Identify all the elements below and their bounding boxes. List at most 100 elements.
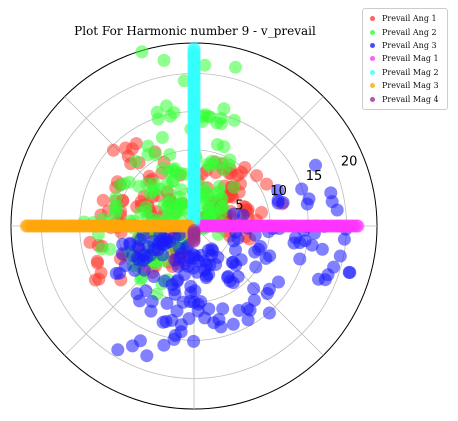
- prevail-ang-2-point: [223, 153, 237, 167]
- prevail-ang-2-point: [163, 188, 177, 201]
- prevail-mag-1-point: [309, 219, 323, 233]
- prevail-ang-3-point: [188, 284, 202, 298]
- prevail-ang-2-point: [157, 53, 171, 67]
- prevail-mag-3-point: [19, 219, 33, 233]
- prevail-ang-3-point: [309, 158, 322, 172]
- prevail-ang-3-point: [287, 236, 301, 250]
- prevail-ang-3-point: [272, 275, 285, 289]
- prevail-ang-3-point: [343, 266, 357, 279]
- prevail-ang-3-point: [133, 334, 147, 348]
- prevail-mag-1-point: [351, 219, 365, 233]
- legend-label: Prevail Mag 4: [382, 94, 439, 104]
- prevail-ang-3-point: [262, 306, 276, 320]
- prevail-ang-3-point: [147, 270, 161, 283]
- prevail-ang-3-point: [247, 282, 261, 296]
- prevail-ang-1-point: [83, 235, 97, 249]
- prevail-ang-3-point: [131, 240, 145, 254]
- prevail-ang-2-point: [160, 202, 174, 215]
- prevail-ang-3-point: [327, 260, 341, 274]
- prevail-ang-3-point: [160, 296, 174, 310]
- prevail-ang-3-point: [227, 234, 241, 248]
- prevail-ang-3-point: [144, 304, 158, 318]
- prevail-ang-1-point: [231, 168, 245, 182]
- prevail-ang-1-point: [91, 256, 104, 270]
- prevail-mag-3-point: [111, 219, 125, 233]
- prevail-ang-3-point: [187, 334, 201, 348]
- prevail-ang-2-point: [109, 204, 123, 218]
- prevail-ang-3-point: [337, 232, 351, 246]
- prevail-ang-3-point: [116, 237, 130, 251]
- r-tick-label: 10: [270, 184, 287, 199]
- prevail-ang-3-point: [247, 293, 261, 307]
- prevail-ang-3-point: [137, 263, 151, 277]
- prevail-mag-2-point: [187, 189, 201, 202]
- chart-title: Plot For Harmonic number 9 - v_prevail: [74, 24, 316, 38]
- legend-label: Prevail Ang 3: [382, 40, 437, 50]
- prevail-ang-3-point: [160, 236, 174, 250]
- prevail-ang-3-point: [188, 249, 202, 263]
- prevail-ang-2-point: [227, 180, 241, 194]
- prevail-ang-2-point: [135, 45, 149, 59]
- prevail-ang-2-point: [113, 179, 127, 192]
- prevail-ang-2-point: [227, 113, 241, 127]
- plot-area: [19, 41, 365, 363]
- prevail-ang-3-point: [140, 349, 154, 363]
- prevail-mag-3-point: [134, 219, 148, 233]
- radial-tick-labels: 5 10 15 20: [235, 155, 357, 214]
- prevail-ang-2-point: [203, 159, 216, 173]
- legend-item: Prevail Mag 1: [367, 52, 443, 65]
- prevail-mag-2-point: [187, 97, 201, 111]
- prevail-ang-3-point: [139, 284, 153, 298]
- prevail-ang-3-point: [115, 247, 129, 261]
- prevail-ang-3-point: [212, 313, 226, 326]
- prevail-ang-2-point: [216, 200, 230, 213]
- prevail-ang-2-point: [229, 60, 242, 74]
- prevail-ang-3-point: [113, 266, 126, 280]
- legend-item: Prevail Mag 2: [367, 66, 443, 79]
- prevail-ang-1-point: [96, 193, 110, 207]
- prevail-mag-2-point: [187, 143, 201, 157]
- prevail-ang-2-point: [139, 200, 153, 214]
- prevail-ang-3-point: [295, 182, 309, 196]
- prevail-ang-2-point: [167, 106, 181, 120]
- prevail-ang-2-point: [212, 184, 226, 198]
- prevail-ang-3-point: [293, 252, 307, 266]
- prevail-ang-3-point: [183, 295, 197, 308]
- prevail-ang-3-point: [226, 317, 240, 331]
- prevail-ang-2-point: [95, 242, 109, 256]
- prevail-ang-3-point: [236, 208, 250, 222]
- prevail-ang-3-point: [156, 315, 170, 329]
- prevail-mag-1-point: [263, 219, 277, 233]
- prevail-ang-3-point: [147, 243, 161, 256]
- prevail-mag-3-point: [65, 219, 79, 233]
- prevail-mag-1-point: [218, 219, 231, 233]
- prevail-ang-3-point: [170, 275, 184, 289]
- prevail-ang-3-point: [227, 207, 241, 221]
- prevail-ang-1-point: [92, 272, 106, 286]
- prevail-ang-3-point: [333, 249, 347, 263]
- prevail-ang-3-point: [271, 184, 285, 197]
- prevail-ang-3-point: [202, 302, 216, 316]
- r-tick-label: 15: [306, 169, 323, 184]
- prevail-mag-1-point: [240, 219, 254, 233]
- prevail-ang-1-point: [107, 143, 120, 157]
- prevail-ang-3-point: [201, 243, 215, 257]
- prevail-ang-2-point: [163, 148, 177, 162]
- prevail-ang-1-point: [119, 141, 133, 155]
- legend-label: Prevail Mag 3: [382, 81, 439, 91]
- prevail-mag-1-point: [286, 219, 300, 233]
- prevail-ang-3-point: [133, 294, 147, 308]
- prevail-ang-3-point: [182, 312, 196, 326]
- legend-label: Prevail Mag 1: [382, 54, 439, 64]
- prevail-ang-2-point: [153, 182, 167, 196]
- legend-item: Prevail Mag 4: [367, 92, 443, 105]
- prevail-mag-2-point: [187, 166, 201, 180]
- legend-label: Prevail Ang 1: [382, 14, 437, 24]
- r-tick-label: 5: [235, 198, 243, 213]
- prevail-ang-2-point: [155, 131, 169, 144]
- prevail-ang-3-point: [254, 240, 267, 253]
- prevail-ang-3-point: [145, 295, 159, 308]
- legend-marker: [370, 16, 375, 22]
- legend-item: Prevail Ang 3: [367, 39, 443, 52]
